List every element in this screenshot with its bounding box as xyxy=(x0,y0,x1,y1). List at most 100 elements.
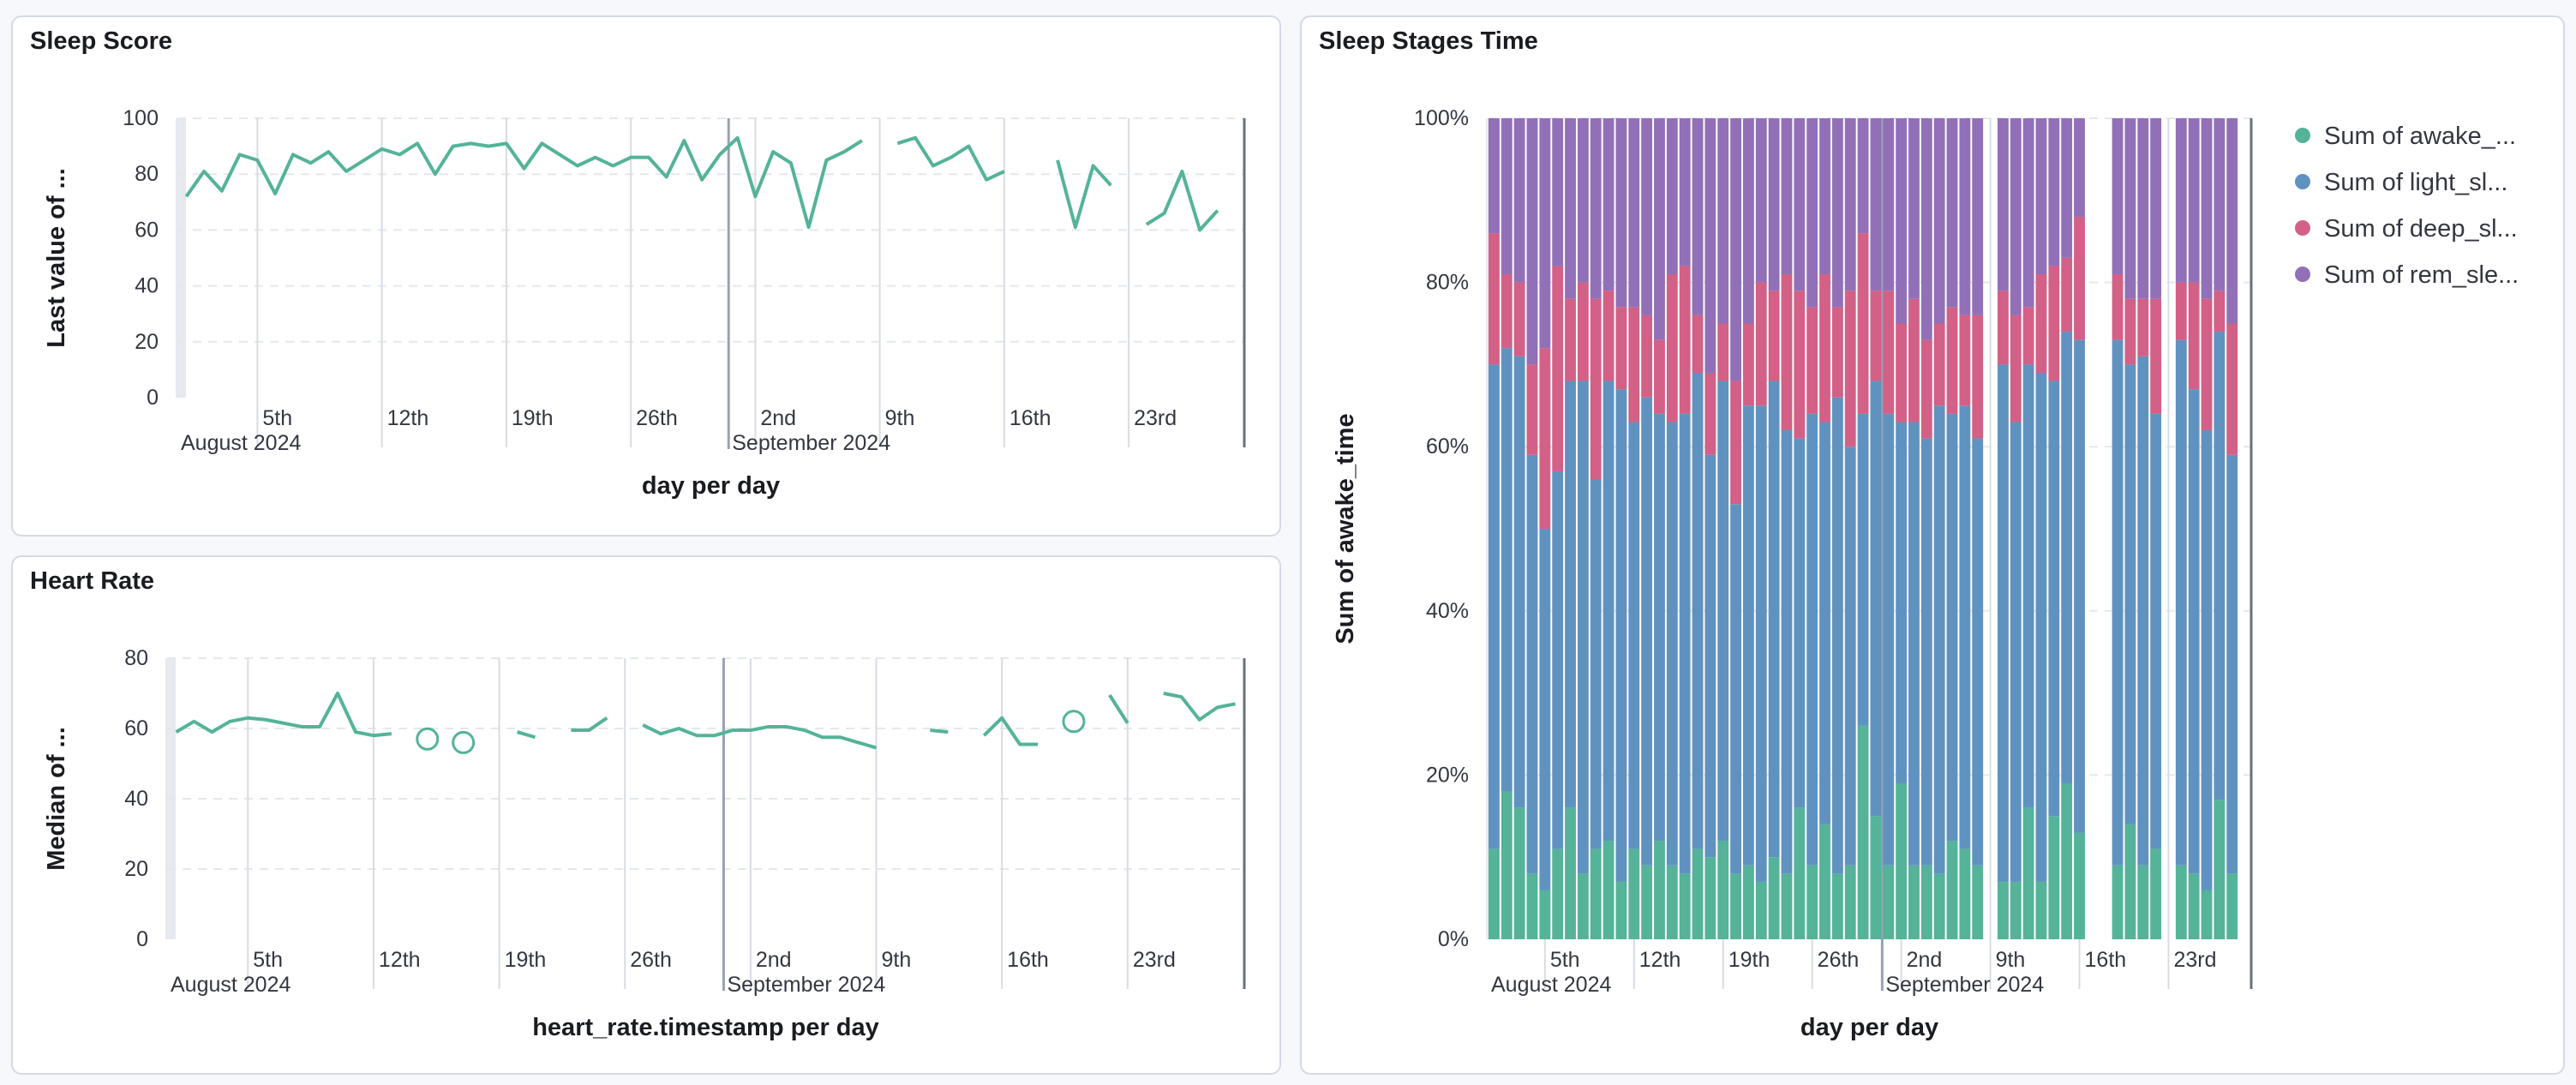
bar-segment xyxy=(1615,118,1627,308)
bar-segment xyxy=(1755,881,1767,939)
x-tick-label: 19th xyxy=(1728,948,1770,972)
bar-segment xyxy=(1844,447,1856,866)
bar-segment xyxy=(2048,381,2060,817)
bar-segment xyxy=(1831,873,1843,939)
series-line xyxy=(896,135,1005,182)
bar-segment xyxy=(1920,865,1932,939)
bar-segment xyxy=(1654,841,1665,939)
bar-segment xyxy=(1781,873,1793,939)
x-tick-label: 2nd xyxy=(1907,948,1943,972)
bar-segment xyxy=(2201,890,2213,939)
bar-segment xyxy=(2226,454,2238,874)
y-tick-label: 40% xyxy=(1426,599,1469,623)
bar-segment xyxy=(2150,118,2162,299)
x-tick-label: 2nd xyxy=(760,406,796,430)
bar-segment xyxy=(1794,118,1806,291)
bar-segment xyxy=(1577,873,1589,939)
bar-segment xyxy=(1692,372,1704,849)
bar-segment xyxy=(1603,841,1614,939)
bar-segment xyxy=(2010,881,2022,939)
bar-segment xyxy=(2112,274,2124,340)
bar-segment xyxy=(1552,471,1564,849)
bar-segment xyxy=(1806,307,1818,414)
bar-segment xyxy=(1539,348,1551,529)
bar-segment xyxy=(2175,865,2187,939)
bar-segment xyxy=(1628,307,1640,423)
bar-segment xyxy=(1806,865,1818,939)
bar-segment xyxy=(2226,873,2238,939)
bar-segment xyxy=(1577,282,1589,381)
bar-segment xyxy=(1857,725,1869,939)
bar-segment xyxy=(1565,298,1576,381)
legend-label: Sum of light_sl... xyxy=(2324,169,2507,196)
bar-segment xyxy=(2188,118,2200,283)
bar-segment xyxy=(1526,873,1538,939)
bar-segment xyxy=(1908,422,1920,866)
bar-segment xyxy=(1565,118,1576,299)
bar-segment xyxy=(2226,118,2238,324)
bar-segment xyxy=(1920,339,1932,439)
bar-segment xyxy=(1692,315,1704,373)
legend-swatch xyxy=(2295,267,2310,282)
bar-segment xyxy=(1755,282,1767,406)
heart-rate-panel: Heart Rate 0 20 40 60 80 5th 12th 19th 26th 2nd 9t… xyxy=(11,555,1281,1075)
x-axis-title: day per day xyxy=(642,472,780,500)
bar-segment xyxy=(1755,405,1767,882)
bar-segment xyxy=(2048,816,2060,939)
bar-segment xyxy=(1615,307,1627,390)
bar-segment xyxy=(1654,118,1665,340)
bar-segment xyxy=(1717,323,1729,381)
bar-segment xyxy=(1692,848,1704,939)
bar-segment xyxy=(1768,118,1780,291)
month-label: August 2024 xyxy=(181,431,301,455)
bar-segment xyxy=(1998,291,2009,365)
bar-segment xyxy=(1628,118,1640,308)
bar-segment xyxy=(2022,118,2034,308)
bar-segment xyxy=(1513,807,1525,939)
y-tick-label: 40 xyxy=(124,787,148,811)
x-tick-label: 26th xyxy=(636,406,678,430)
sleep-score-panel: Sleep Score 0 20 40 60 80 100 5th 12th 19th 26th 2… xyxy=(11,15,1281,537)
bar-segment xyxy=(1679,873,1691,939)
bar-segment xyxy=(1946,841,1958,939)
x-tick-label: 23rd xyxy=(2173,948,2216,972)
y-tick-label: 20 xyxy=(124,857,148,881)
month-label: September 2024 xyxy=(732,431,890,455)
bar-segment xyxy=(1972,118,1984,315)
bar-segment xyxy=(2175,339,2187,866)
x-tick-label: 19th xyxy=(512,406,554,430)
series-line xyxy=(1163,692,1236,722)
bar-segment xyxy=(1794,807,1806,939)
bar-segment xyxy=(1526,454,1538,874)
bar-segment xyxy=(1781,430,1793,874)
bar-segment xyxy=(2048,118,2060,267)
series-line xyxy=(930,728,949,734)
bar-segment xyxy=(1819,118,1830,275)
bar-segment xyxy=(1679,413,1691,874)
bar-segment xyxy=(2201,430,2213,890)
bar-segment xyxy=(1946,413,1958,842)
bar-segment xyxy=(2150,413,2162,849)
bar-segment xyxy=(1641,397,1653,866)
panel-title: Sleep Score xyxy=(30,27,173,55)
bar-segment xyxy=(1552,118,1564,267)
bar-segment xyxy=(1959,405,1971,849)
bar-segment xyxy=(2150,848,2162,939)
bar-segment xyxy=(2035,372,2047,882)
bar-segment xyxy=(1666,422,1678,866)
y-tick-label: 60 xyxy=(135,218,159,242)
legend-label: Sum of rem_sle... xyxy=(2324,261,2519,289)
x-tick-label: 23rd xyxy=(1133,948,1176,972)
bar-segment xyxy=(1755,118,1767,283)
bar-segment xyxy=(2124,824,2136,939)
bar-segment xyxy=(1552,266,1564,471)
bar-segment xyxy=(1730,118,1741,381)
bar-segment xyxy=(1831,397,1843,874)
series-line xyxy=(1145,169,1219,232)
bar-segment xyxy=(2214,332,2226,800)
bar-segment xyxy=(1883,291,1895,414)
bar-segment xyxy=(2188,282,2200,390)
bar-segment xyxy=(1501,791,1513,939)
bar-segment xyxy=(1730,873,1741,939)
bar-segment xyxy=(2201,298,2213,431)
